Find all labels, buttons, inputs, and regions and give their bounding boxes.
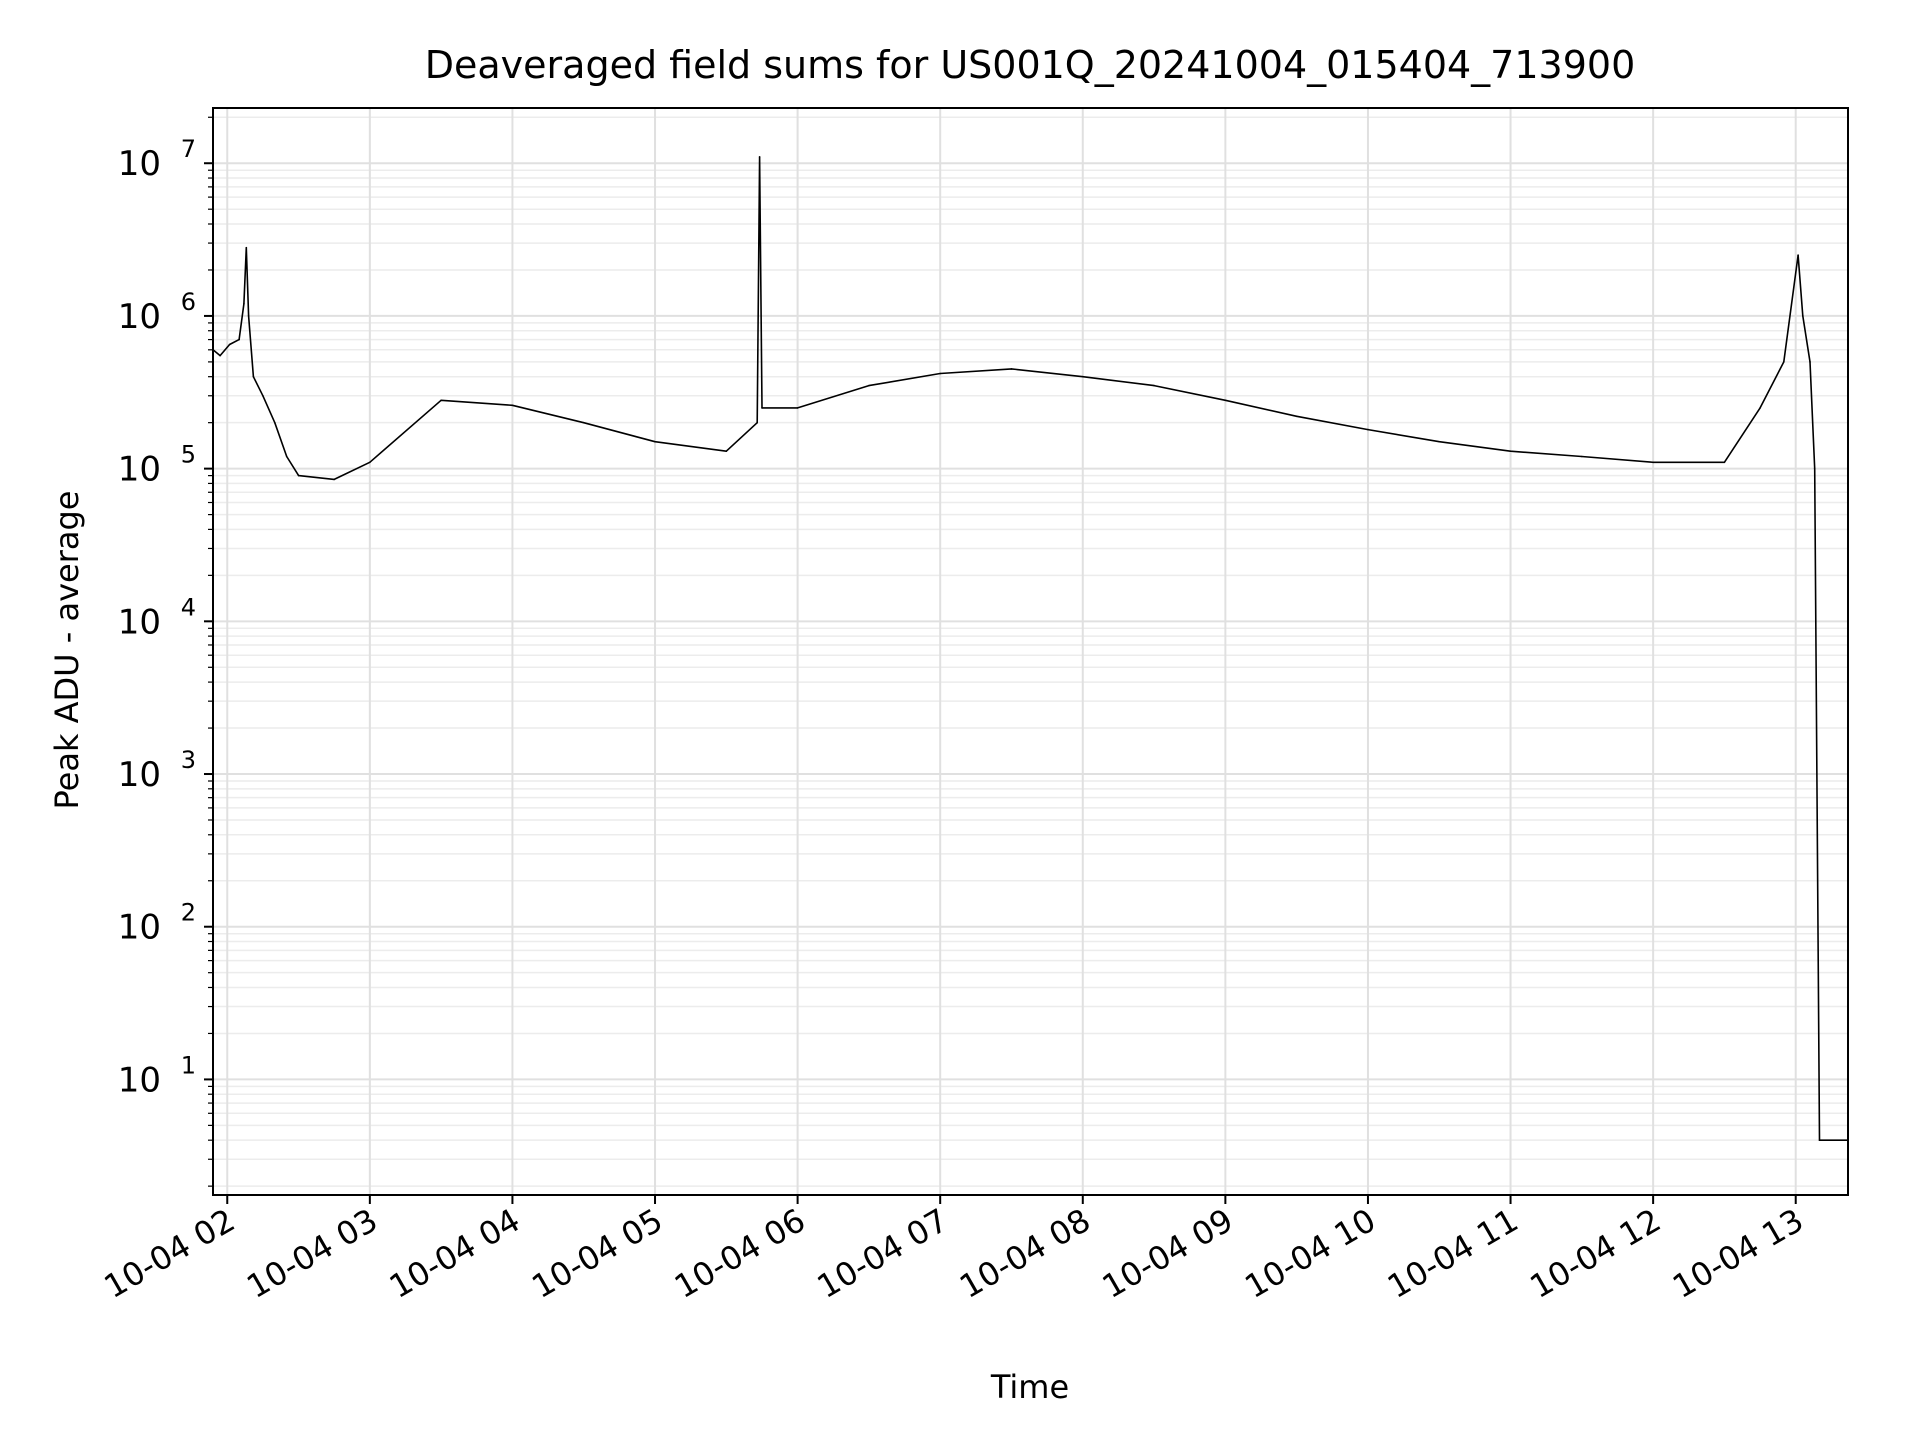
data-point [1818, 1139, 1821, 1141]
data-point [1082, 375, 1084, 378]
data-point [262, 395, 264, 397]
data-point [1802, 315, 1804, 317]
y-tick-exponent: 1 [181, 1051, 196, 1079]
data-point [1295, 415, 1298, 418]
data-point [1581, 455, 1583, 458]
data-point [582, 421, 585, 424]
data-point [756, 421, 758, 424]
data-point [333, 478, 336, 481]
data-point [1438, 440, 1441, 443]
y-tick-label: 10 [118, 908, 161, 948]
y-tick-label: 10 [118, 1060, 161, 1100]
y-tick-exponent: 5 [181, 441, 196, 469]
chart-title: Deaveraged field sums for US001Q_2024100… [425, 43, 1636, 87]
data-point [1509, 450, 1512, 453]
data-point [274, 421, 276, 424]
y-tick-base: 10 [118, 144, 161, 184]
y-tick-base: 10 [118, 602, 161, 642]
data-point [228, 343, 231, 346]
data-point [285, 455, 288, 458]
y-tick-label: 10 [118, 297, 161, 337]
data-point [511, 404, 514, 407]
y-tick-label: 10 [118, 602, 161, 642]
data-point [1010, 368, 1013, 370]
data-point [1652, 461, 1654, 464]
data-series-line [212, 156, 1848, 1141]
data-point [761, 407, 763, 409]
data-point [758, 156, 761, 158]
data-point [1153, 384, 1155, 387]
plot-frame [212, 107, 1849, 1196]
data-point [1813, 467, 1816, 470]
y-tick-exponent: 6 [181, 288, 196, 316]
data-point [297, 474, 300, 477]
data-layer [212, 156, 1849, 1141]
data-point [247, 315, 250, 317]
data-point [1367, 428, 1369, 431]
y-axis-label: Peak ADU - average [48, 491, 86, 810]
data-point [252, 375, 255, 378]
y-tick-base: 10 [118, 297, 161, 337]
data-point [1723, 461, 1726, 464]
y-tick-label: 10 [118, 450, 161, 490]
data-point [1224, 399, 1227, 402]
y-tick-exponent: 2 [181, 899, 196, 927]
data-point [654, 440, 656, 443]
x-axis-label: Time [990, 1368, 1069, 1406]
y-tick-exponent: 3 [181, 746, 196, 774]
data-point [796, 407, 799, 409]
y-tick-base: 10 [118, 908, 161, 948]
y-tick-base: 10 [118, 755, 161, 795]
data-point [245, 246, 248, 249]
data-point [219, 354, 221, 357]
y-tick-base: 10 [118, 1060, 161, 1100]
y-tick-base: 10 [118, 450, 161, 490]
data-point [939, 372, 941, 375]
data-point [238, 338, 240, 341]
data-point [440, 399, 442, 402]
y-tick-label: 10 [118, 755, 161, 795]
data-point [868, 384, 870, 387]
data-point [1809, 361, 1811, 363]
data-point [369, 461, 371, 464]
y-tick-label: 10 [118, 144, 161, 184]
y-tick-exponent: 4 [181, 593, 196, 621]
grid-layer [213, 108, 1848, 1195]
data-point [725, 450, 728, 453]
data-point [1783, 361, 1785, 363]
data-point [1759, 407, 1761, 409]
y-tick-exponent: 7 [181, 135, 196, 163]
data-point [243, 303, 245, 305]
data-point [1797, 254, 1799, 256]
